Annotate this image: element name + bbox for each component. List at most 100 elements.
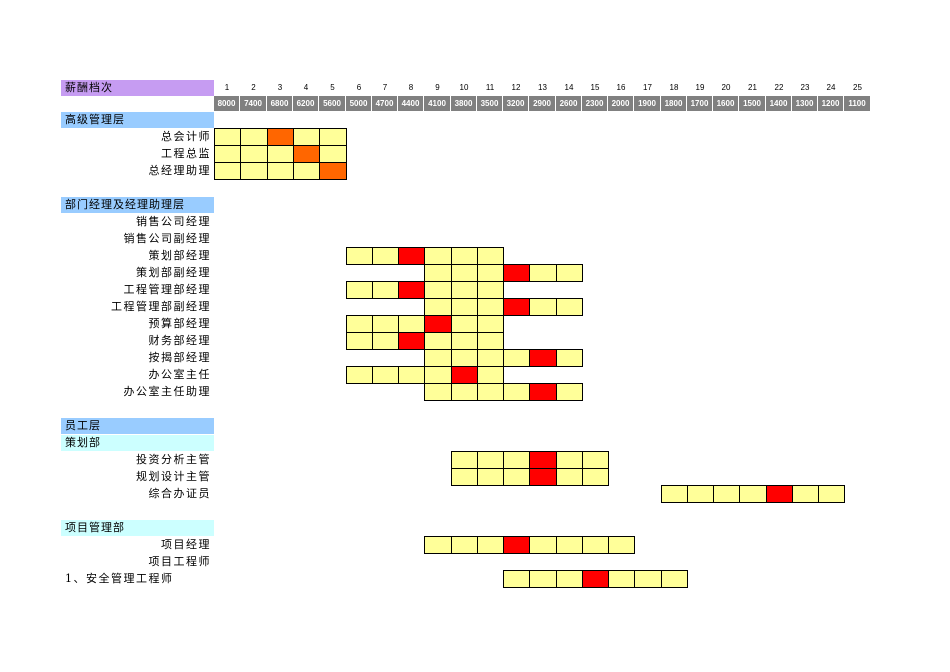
section-header: 员工层 xyxy=(61,418,214,434)
grade-cell xyxy=(424,349,452,367)
grade-salary: 1300 xyxy=(792,96,818,111)
grade-cell xyxy=(582,451,609,469)
position-label: 1、安全管理工程师 xyxy=(65,572,174,585)
grade-cell xyxy=(451,349,478,367)
grade-cell-marked xyxy=(398,247,425,265)
grade-cell xyxy=(424,332,452,350)
section-header: 部门经理及经理助理层 xyxy=(61,197,214,213)
grade-salary: 1600 xyxy=(713,96,739,111)
grade-cell-marked xyxy=(398,281,425,299)
grade-number: 2 xyxy=(251,83,256,92)
grade-number: 11 xyxy=(485,83,495,92)
grade-cell-marked xyxy=(398,332,425,350)
grade-salary: 1700 xyxy=(687,96,713,111)
grade-number: 7 xyxy=(382,83,388,92)
grade-cell xyxy=(214,162,241,180)
grade-cell xyxy=(739,485,767,503)
grade-cell xyxy=(687,485,714,503)
grade-number: 13 xyxy=(538,83,547,92)
grade-cell-marked xyxy=(582,570,609,588)
grade-cell xyxy=(477,536,504,554)
grade-cell-marked xyxy=(529,468,557,486)
grade-salary: 1200 xyxy=(818,96,844,111)
grade-number: 24 xyxy=(826,83,836,92)
grade-salary: 8000 xyxy=(214,96,240,111)
grade-number: 21 xyxy=(748,83,757,92)
grade-cell xyxy=(529,264,557,282)
grade-cell xyxy=(503,468,530,486)
grade-cell xyxy=(424,298,452,316)
grade-cell-marked xyxy=(503,536,530,554)
grade-cell xyxy=(240,128,268,146)
grade-cell xyxy=(372,247,399,265)
grade-salary: 2600 xyxy=(556,96,582,111)
grade-cell-marked xyxy=(293,145,320,163)
grade-cell xyxy=(477,281,504,299)
subsection-header: 策划部 xyxy=(61,435,214,451)
grade-cell xyxy=(346,247,373,265)
grade-cell xyxy=(319,145,347,163)
grade-cell xyxy=(267,162,294,180)
grade-cell xyxy=(818,485,845,503)
grade-cell xyxy=(267,145,294,163)
grade-cell xyxy=(608,536,635,554)
grade-salary: 3500 xyxy=(477,96,503,111)
grade-salary: 5000 xyxy=(346,96,372,111)
grade-cell xyxy=(346,366,373,384)
grade-number: 3 xyxy=(277,83,283,92)
grade-cell xyxy=(451,281,478,299)
grade-cell xyxy=(503,570,530,588)
position-label: 销售公司副经理 xyxy=(123,232,211,245)
grade-cell xyxy=(477,332,504,350)
grade-cell xyxy=(424,366,452,384)
grade-cell xyxy=(240,145,268,163)
grade-salary: 2900 xyxy=(529,96,556,111)
grade-number: 4 xyxy=(303,83,309,92)
position-label: 总经理助理 xyxy=(148,164,211,177)
grade-cell xyxy=(451,264,478,282)
grade-cell xyxy=(529,570,557,588)
grade-number: 12 xyxy=(511,83,521,92)
grade-salary: 6200 xyxy=(293,96,319,111)
grade-cell xyxy=(477,349,504,367)
grade-cell xyxy=(713,485,740,503)
grade-salary: 2300 xyxy=(582,96,608,111)
grade-cell-marked xyxy=(267,128,294,146)
grade-cell xyxy=(477,366,504,384)
grade-cell xyxy=(451,468,478,486)
position-label: 按揭部经理 xyxy=(148,351,211,364)
grade-salary: 1100 xyxy=(844,96,871,111)
grade-cell xyxy=(503,451,530,469)
grade-cell xyxy=(424,536,452,554)
grade-number: 20 xyxy=(721,83,731,92)
grade-salary: 3200 xyxy=(503,96,529,111)
grade-cell xyxy=(582,468,609,486)
grade-cell-marked xyxy=(503,264,530,282)
grade-cell xyxy=(372,315,399,333)
grade-number: 19 xyxy=(695,83,705,92)
grade-cell-marked xyxy=(319,162,347,180)
position-label: 办公室主任助理 xyxy=(123,385,211,398)
grade-number: 15 xyxy=(590,83,600,92)
grade-cell xyxy=(451,332,478,350)
grade-cell xyxy=(424,383,452,401)
grade-salary: 1400 xyxy=(766,96,792,111)
page-title: 薪酬档次 xyxy=(61,80,214,96)
grade-cell xyxy=(477,298,504,316)
grade-number: 14 xyxy=(564,83,574,92)
position-label: 综合办证员 xyxy=(148,487,211,500)
grade-cell xyxy=(634,570,662,588)
grade-salary: 1800 xyxy=(661,96,687,111)
grade-cell xyxy=(477,264,504,282)
grade-cell xyxy=(556,349,583,367)
grade-salary: 1500 xyxy=(739,96,766,111)
grade-cell-marked xyxy=(529,383,557,401)
grade-cell xyxy=(503,349,530,367)
grade-cell xyxy=(556,298,583,316)
grade-cell xyxy=(556,570,583,588)
grade-cell xyxy=(503,383,530,401)
grade-number: 18 xyxy=(669,83,679,92)
grade-number: 23 xyxy=(800,83,810,92)
grade-number: 25 xyxy=(853,83,862,92)
